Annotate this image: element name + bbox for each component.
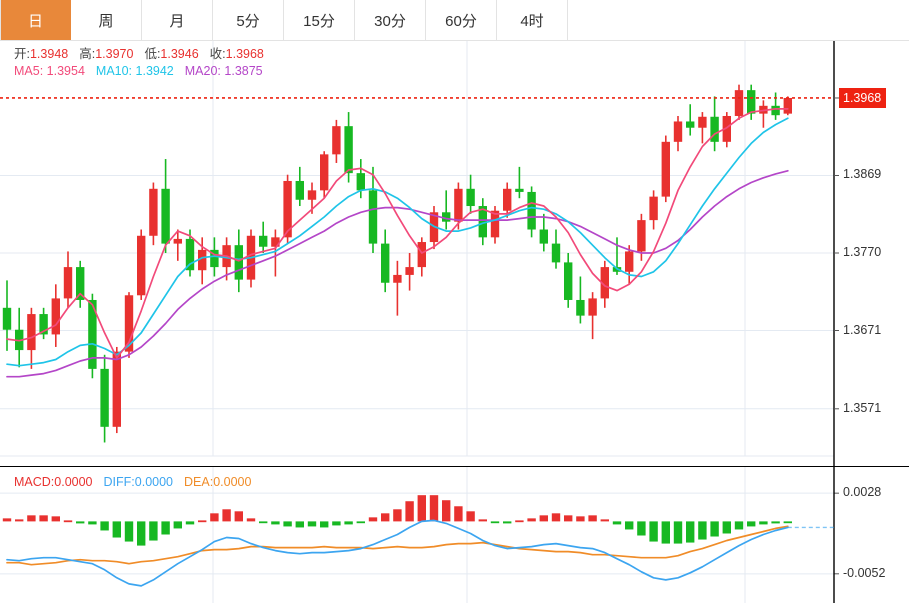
tab-label: 周 — [98, 12, 114, 30]
tab-label: 30分 — [374, 12, 406, 30]
tab-bar-filler — [568, 0, 909, 40]
tab-15min[interactable]: 15分 — [284, 0, 355, 40]
macd-panel[interactable]: MACD:0.0000 DIFF:0.0000 DEA:0.0000 0.0028 … — [0, 466, 909, 603]
tab-month[interactable]: 月 — [142, 0, 213, 40]
tab-label: 15分 — [303, 12, 335, 30]
tab-week[interactable]: 周 — [71, 0, 142, 40]
macd-plot[interactable] — [0, 467, 909, 603]
tab-label: 日 — [27, 12, 43, 30]
tab-label: 4时 — [520, 12, 544, 30]
candlestick-panel[interactable]: 开:1.3948 高:1.3970 低:1.3946 收:1.3968 MA5: 1.… — [0, 41, 909, 466]
tab-30min[interactable]: 30分 — [355, 0, 426, 40]
tab-label: 5分 — [236, 12, 260, 30]
tab-4hour[interactable]: 4时 — [497, 0, 568, 40]
chart-container: 开:1.3948 高:1.3970 低:1.3946 收:1.3968 MA5: 1.… — [0, 41, 909, 603]
tab-label: 60分 — [445, 12, 477, 30]
tab-60min[interactable]: 60分 — [426, 0, 497, 40]
tab-5min[interactable]: 5分 — [213, 0, 284, 40]
candlestick-plot[interactable] — [0, 41, 909, 466]
period-tab-bar: 日 周 月 5分 15分 30分 60分 4时 — [0, 0, 909, 41]
tab-label: 月 — [169, 12, 185, 30]
tab-day[interactable]: 日 — [0, 0, 71, 40]
